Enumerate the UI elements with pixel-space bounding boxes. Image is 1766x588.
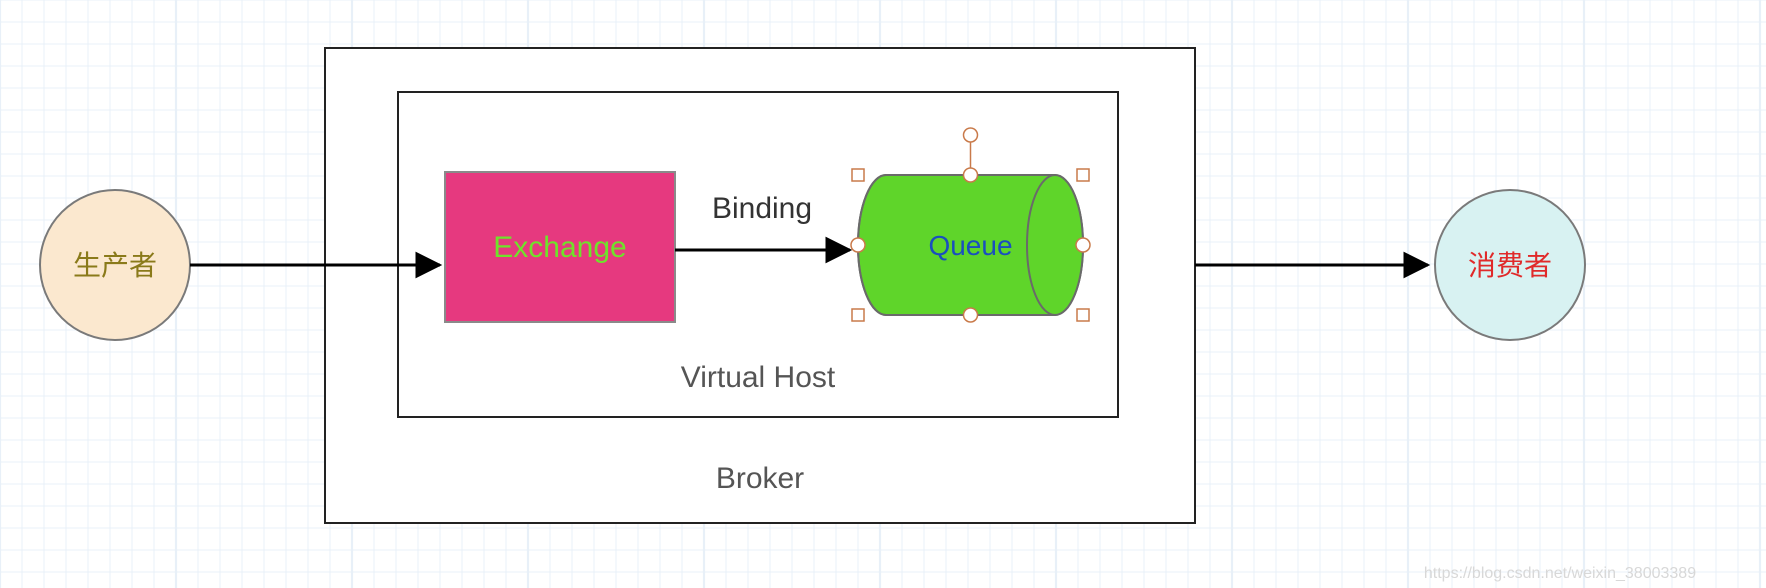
resize-handle-corner[interactable] <box>852 169 864 181</box>
resize-handle-side[interactable] <box>1076 238 1090 252</box>
watermark: https://blog.csdn.net/weixin_38003389 <box>1424 565 1696 582</box>
producer-label: 生产者 <box>73 250 157 281</box>
queue-label: Queue <box>928 230 1012 261</box>
resize-handle-corner[interactable] <box>852 309 864 321</box>
resize-handle-corner[interactable] <box>1077 309 1089 321</box>
broker-label: Broker <box>716 462 804 495</box>
resize-handle-side[interactable] <box>964 168 978 182</box>
resize-handle-corner[interactable] <box>1077 169 1089 181</box>
exchange-label: Exchange <box>493 231 626 264</box>
resize-handle-side[interactable] <box>964 308 978 322</box>
vhost-label: Virtual Host <box>681 361 836 394</box>
queue-cylinder-cap <box>1027 175 1083 315</box>
binding-label: Binding <box>712 192 812 225</box>
consumer-label: 消费者 <box>1468 250 1552 281</box>
rotate-handle[interactable] <box>964 128 978 142</box>
resize-handle-side[interactable] <box>851 238 865 252</box>
